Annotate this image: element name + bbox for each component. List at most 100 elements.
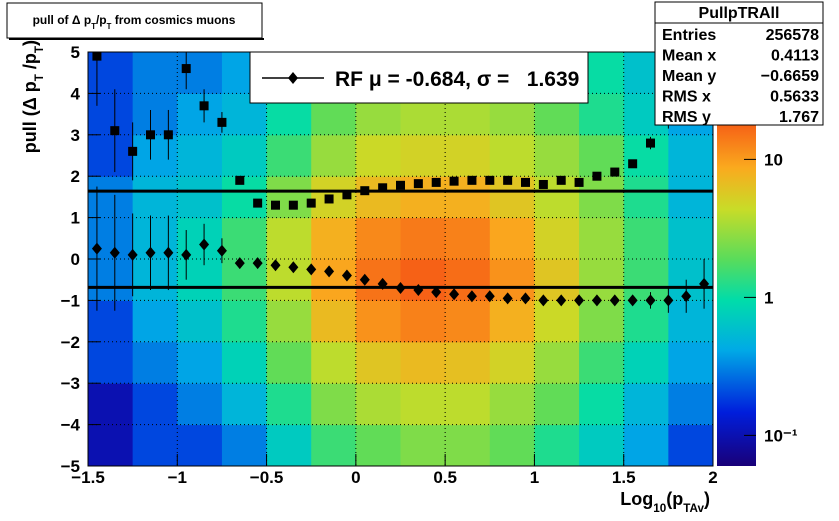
heat-cell: [266, 300, 312, 343]
y-tick-label: 1: [71, 209, 80, 228]
heat-cell: [579, 217, 625, 260]
heat-cell: [489, 217, 535, 260]
marker: [110, 126, 120, 136]
marker: [146, 130, 155, 140]
heat-cell: [221, 424, 268, 467]
stats-title: PullpTRAll: [699, 5, 780, 22]
heat-cell: [132, 176, 178, 219]
x-tick-label: −1: [168, 468, 187, 487]
legend-part: RF μ =: [335, 68, 406, 91]
heat-cell: [311, 424, 357, 467]
heat-cell: [88, 176, 134, 219]
marker: [538, 179, 548, 189]
legend-part: -0.684: [406, 68, 466, 91]
heat-cell: [668, 176, 714, 219]
chart-title: pull of Δ pT/pT from cosmics muons: [33, 13, 236, 31]
marker: [627, 294, 638, 307]
stats-value: −0.6659: [761, 68, 819, 85]
marker: [109, 246, 120, 259]
heat-cell: [221, 341, 268, 384]
heat-cell: [534, 300, 580, 343]
heat-cell: [221, 300, 268, 343]
marker: [449, 176, 459, 186]
heat-cell: [355, 424, 401, 467]
heat-cell: [355, 300, 401, 343]
heat-cell: [177, 259, 223, 301]
heat-cell: [132, 259, 178, 301]
legend-part: 1.639: [527, 68, 580, 91]
x-tick-label: −1.5: [71, 468, 105, 487]
heat-cell: [623, 217, 669, 260]
heat-cell: [132, 424, 178, 467]
marker: [253, 198, 263, 208]
heat-cell: [355, 383, 401, 426]
marker: [663, 294, 674, 307]
marker: [234, 257, 245, 270]
heat-cell: [266, 424, 312, 467]
heat-cell: [177, 341, 223, 384]
marker: [467, 175, 477, 185]
heat-cell: [311, 300, 357, 343]
marker: [235, 175, 245, 185]
heat-cell: [132, 341, 178, 384]
stats-label: Entries: [662, 27, 716, 44]
heat-cell: [132, 300, 178, 343]
heat-cell: [355, 134, 401, 177]
chart-title-part: T: [107, 22, 112, 31]
x-axis-label-part: TAv: [683, 502, 704, 515]
heat-cell: [177, 93, 223, 136]
heat-cell: [668, 424, 714, 467]
heat-cell: [445, 300, 491, 343]
marker: [574, 177, 584, 187]
heat-cell: [400, 341, 446, 384]
x-tick-label: 0.5: [433, 468, 457, 487]
y-tick-label: 3: [71, 126, 80, 145]
heat-cell: [266, 341, 312, 384]
z-tick-label: 10: [764, 150, 783, 169]
chart-title-part: T: [91, 22, 96, 31]
heat-cell: [668, 383, 714, 426]
marker: [127, 248, 138, 261]
marker: [538, 294, 549, 307]
marker: [252, 257, 263, 270]
y-tick-label: 4: [71, 84, 81, 103]
marker: [359, 273, 370, 286]
y-axis-label-part: ): [20, 40, 40, 46]
y-axis-label-part: /p: [20, 53, 40, 74]
marker: [360, 186, 370, 196]
marker: [628, 159, 638, 169]
heat-cell: [266, 217, 312, 260]
marker: [288, 261, 299, 274]
marker: [378, 183, 388, 193]
heat-cell: [489, 341, 535, 384]
marker: [216, 244, 227, 257]
marker: [466, 290, 477, 303]
heat-cell: [623, 383, 669, 426]
marker: [342, 190, 352, 200]
heat-cell: [311, 217, 357, 260]
marker: [413, 179, 423, 189]
x-tick-label: 1.5: [612, 468, 636, 487]
marker: [681, 290, 692, 303]
heat-cell: [445, 341, 491, 384]
y-tick-label: 5: [71, 43, 80, 62]
x-tick-label: 0: [351, 468, 360, 487]
heat-cell: [88, 134, 134, 177]
heat-cell: [400, 217, 446, 260]
x-tick-label: −0.5: [250, 468, 284, 487]
heat-cell: [623, 176, 669, 219]
marker: [431, 286, 442, 299]
heat-cell: [489, 300, 535, 343]
heat-cell: [668, 300, 714, 343]
heat-cell: [311, 341, 357, 384]
heat-cell: [177, 134, 223, 177]
heat-cell: [355, 341, 401, 384]
heat-cell: [311, 134, 357, 177]
heat-cell: [311, 383, 357, 426]
marker: [324, 194, 334, 204]
heat-cell: [445, 424, 491, 467]
marker: [520, 292, 531, 305]
heat-cell: [579, 424, 625, 467]
